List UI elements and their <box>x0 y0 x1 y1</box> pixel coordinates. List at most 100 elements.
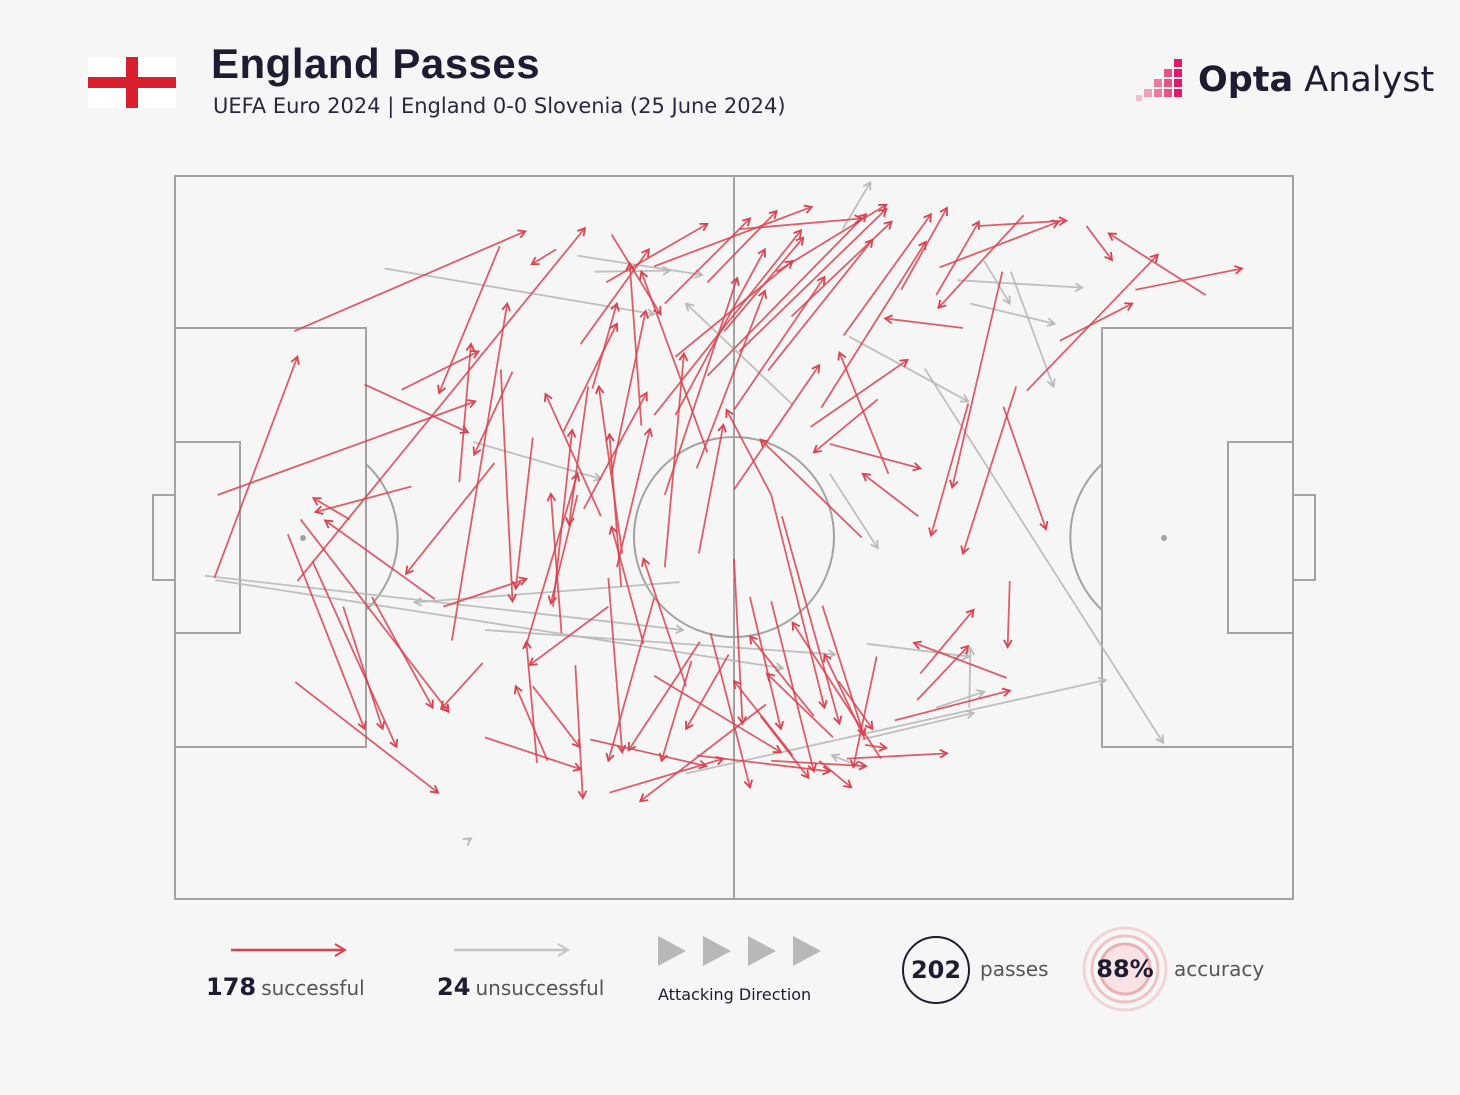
successful-pass-arrow <box>217 399 477 496</box>
successful-pass-arrow <box>960 386 1018 556</box>
successful-pass-arrow <box>511 437 534 591</box>
opta-analyst-logo: Opta Analyst <box>1198 60 1435 100</box>
successful-pass-arrow <box>522 639 538 763</box>
successful-pass-arrow <box>823 652 866 740</box>
successful-pass-arrow <box>532 685 581 749</box>
successful-pass-arrow <box>749 596 785 731</box>
successful-pass-arrow <box>610 234 662 316</box>
page-subtitle: UEFA Euro 2024 | England 0-0 Slovenia (2… <box>213 94 786 118</box>
successful-pass-arrow <box>499 369 517 604</box>
unsuccessful-pass-arrow <box>861 709 976 741</box>
successful-pass-arrow <box>1107 232 1207 296</box>
successful-pass-arrow <box>311 497 351 521</box>
successful-pass-arrow <box>484 736 583 772</box>
successful-pass-arrow <box>1002 406 1049 531</box>
successful-count: 178 <box>206 973 257 1001</box>
right-penalty-box <box>1101 327 1294 748</box>
successful-pass-arrow <box>846 748 949 760</box>
unsuccessful-pass-arrow <box>841 180 872 230</box>
successful-pass-arrow <box>1135 265 1244 291</box>
successful-pass-arrow <box>609 755 726 794</box>
unsuccessful-pass-arrow <box>983 260 1011 306</box>
successful-pass-arrow <box>213 355 300 579</box>
successful-pass-arrow <box>323 519 436 600</box>
right-penalty-arc <box>1069 463 1103 611</box>
successful-pass-arrow <box>443 576 529 608</box>
successful-pass-arrow <box>472 371 514 457</box>
successful-pass-arrow <box>894 687 1012 722</box>
legend-unsuccessful: 24 unsuccessful <box>437 973 604 1001</box>
unsuccessful-pass-arrow <box>1009 271 1056 389</box>
unsuccessful-pass-arrow <box>923 367 1165 745</box>
successful-pass-arrow <box>770 494 828 710</box>
passes-count: 202 <box>902 936 970 1004</box>
successful-pass-arrow <box>765 672 834 739</box>
successful-pass-arrow <box>627 641 701 752</box>
successful-pass-arrow <box>437 245 501 395</box>
unsuccessful-pass-arrow <box>829 473 879 550</box>
successful-pass-arrow <box>709 632 753 790</box>
unsuccessful-pass-arrow <box>970 302 1057 327</box>
successful-pass-arrow <box>776 203 888 273</box>
unsuccessful-pass-arrow <box>866 642 972 661</box>
unsuccessful-pass-arrow <box>215 579 785 672</box>
successful-pass-arrow <box>1059 302 1134 342</box>
successful-pass-arrow <box>552 428 577 607</box>
unsuccessful-pass-arrow <box>484 629 837 659</box>
successful-pass-arrow <box>287 533 367 731</box>
successful-pass-arrow <box>524 471 581 649</box>
unsuccessful-pass-arrow <box>936 689 986 709</box>
successful-pass-arrow <box>565 386 590 527</box>
opta-analyst-logo-icon <box>1136 59 1182 101</box>
successful-passes <box>213 203 1244 803</box>
successful-pass-arrow <box>364 383 470 434</box>
left-goal <box>152 494 176 581</box>
successful-pass-arrow <box>697 423 727 554</box>
successful-pass-arrow <box>725 408 773 496</box>
left-penalty-spot <box>300 535 306 541</box>
direction-triangle <box>703 936 731 966</box>
right-six-yard-box <box>1227 441 1294 634</box>
successful-pass-arrow <box>842 212 933 337</box>
centre-circle <box>633 436 835 638</box>
successful-pass-arrow <box>296 226 587 582</box>
successful-pass-arrow <box>450 301 511 641</box>
successful-pass-arrow <box>574 665 588 800</box>
successful-pass-arrow <box>638 703 767 803</box>
successful-pass-arrow <box>861 472 919 517</box>
successful-pass-arrow <box>818 760 853 789</box>
successful-pass-arrow <box>821 605 867 737</box>
successful-pass-arrow <box>590 738 709 770</box>
unsuccessful-passes <box>204 180 1165 847</box>
unsuccessful-pass-arrow <box>412 581 680 607</box>
successful-pass-arrow <box>591 301 620 389</box>
successful-pass-arrow <box>939 219 1061 269</box>
left-penalty-arc <box>365 463 399 611</box>
successful-pass-arrow <box>653 204 814 268</box>
successful-pass-arrow <box>293 229 527 333</box>
successful-pass-arrow <box>294 681 440 794</box>
successful-pass-arrow <box>820 240 927 409</box>
successful-pass-arrow <box>706 209 778 283</box>
successful-pass-arrow <box>605 432 623 587</box>
successful-pass-arrow <box>562 322 619 432</box>
accuracy-label: accuracy <box>1174 957 1265 981</box>
successful-pass-arrow <box>829 443 923 472</box>
successful-pass-arrow <box>311 560 399 749</box>
successful-pass-arrow <box>837 350 890 475</box>
successful-pass-arrow <box>528 605 609 667</box>
successful-pass-arrow <box>706 212 868 377</box>
successful-pass-arrow <box>401 350 481 391</box>
successful-pass-arrow <box>767 238 874 372</box>
unsuccessful-pass-arrow <box>684 302 794 406</box>
attacking-direction-arrows <box>658 936 821 966</box>
successful-pass-arrow <box>664 217 752 305</box>
successful-pass-arrow <box>812 398 879 454</box>
successful-pass-arrow <box>770 601 817 774</box>
successful-pass-arrow <box>810 358 910 428</box>
successful-pass-arrow <box>738 207 888 353</box>
successful-pass-arrow <box>513 684 549 762</box>
successful-pass-arrow <box>658 660 693 763</box>
page-title: England Passes <box>211 40 541 87</box>
successful-pass-arrow <box>1026 253 1160 392</box>
